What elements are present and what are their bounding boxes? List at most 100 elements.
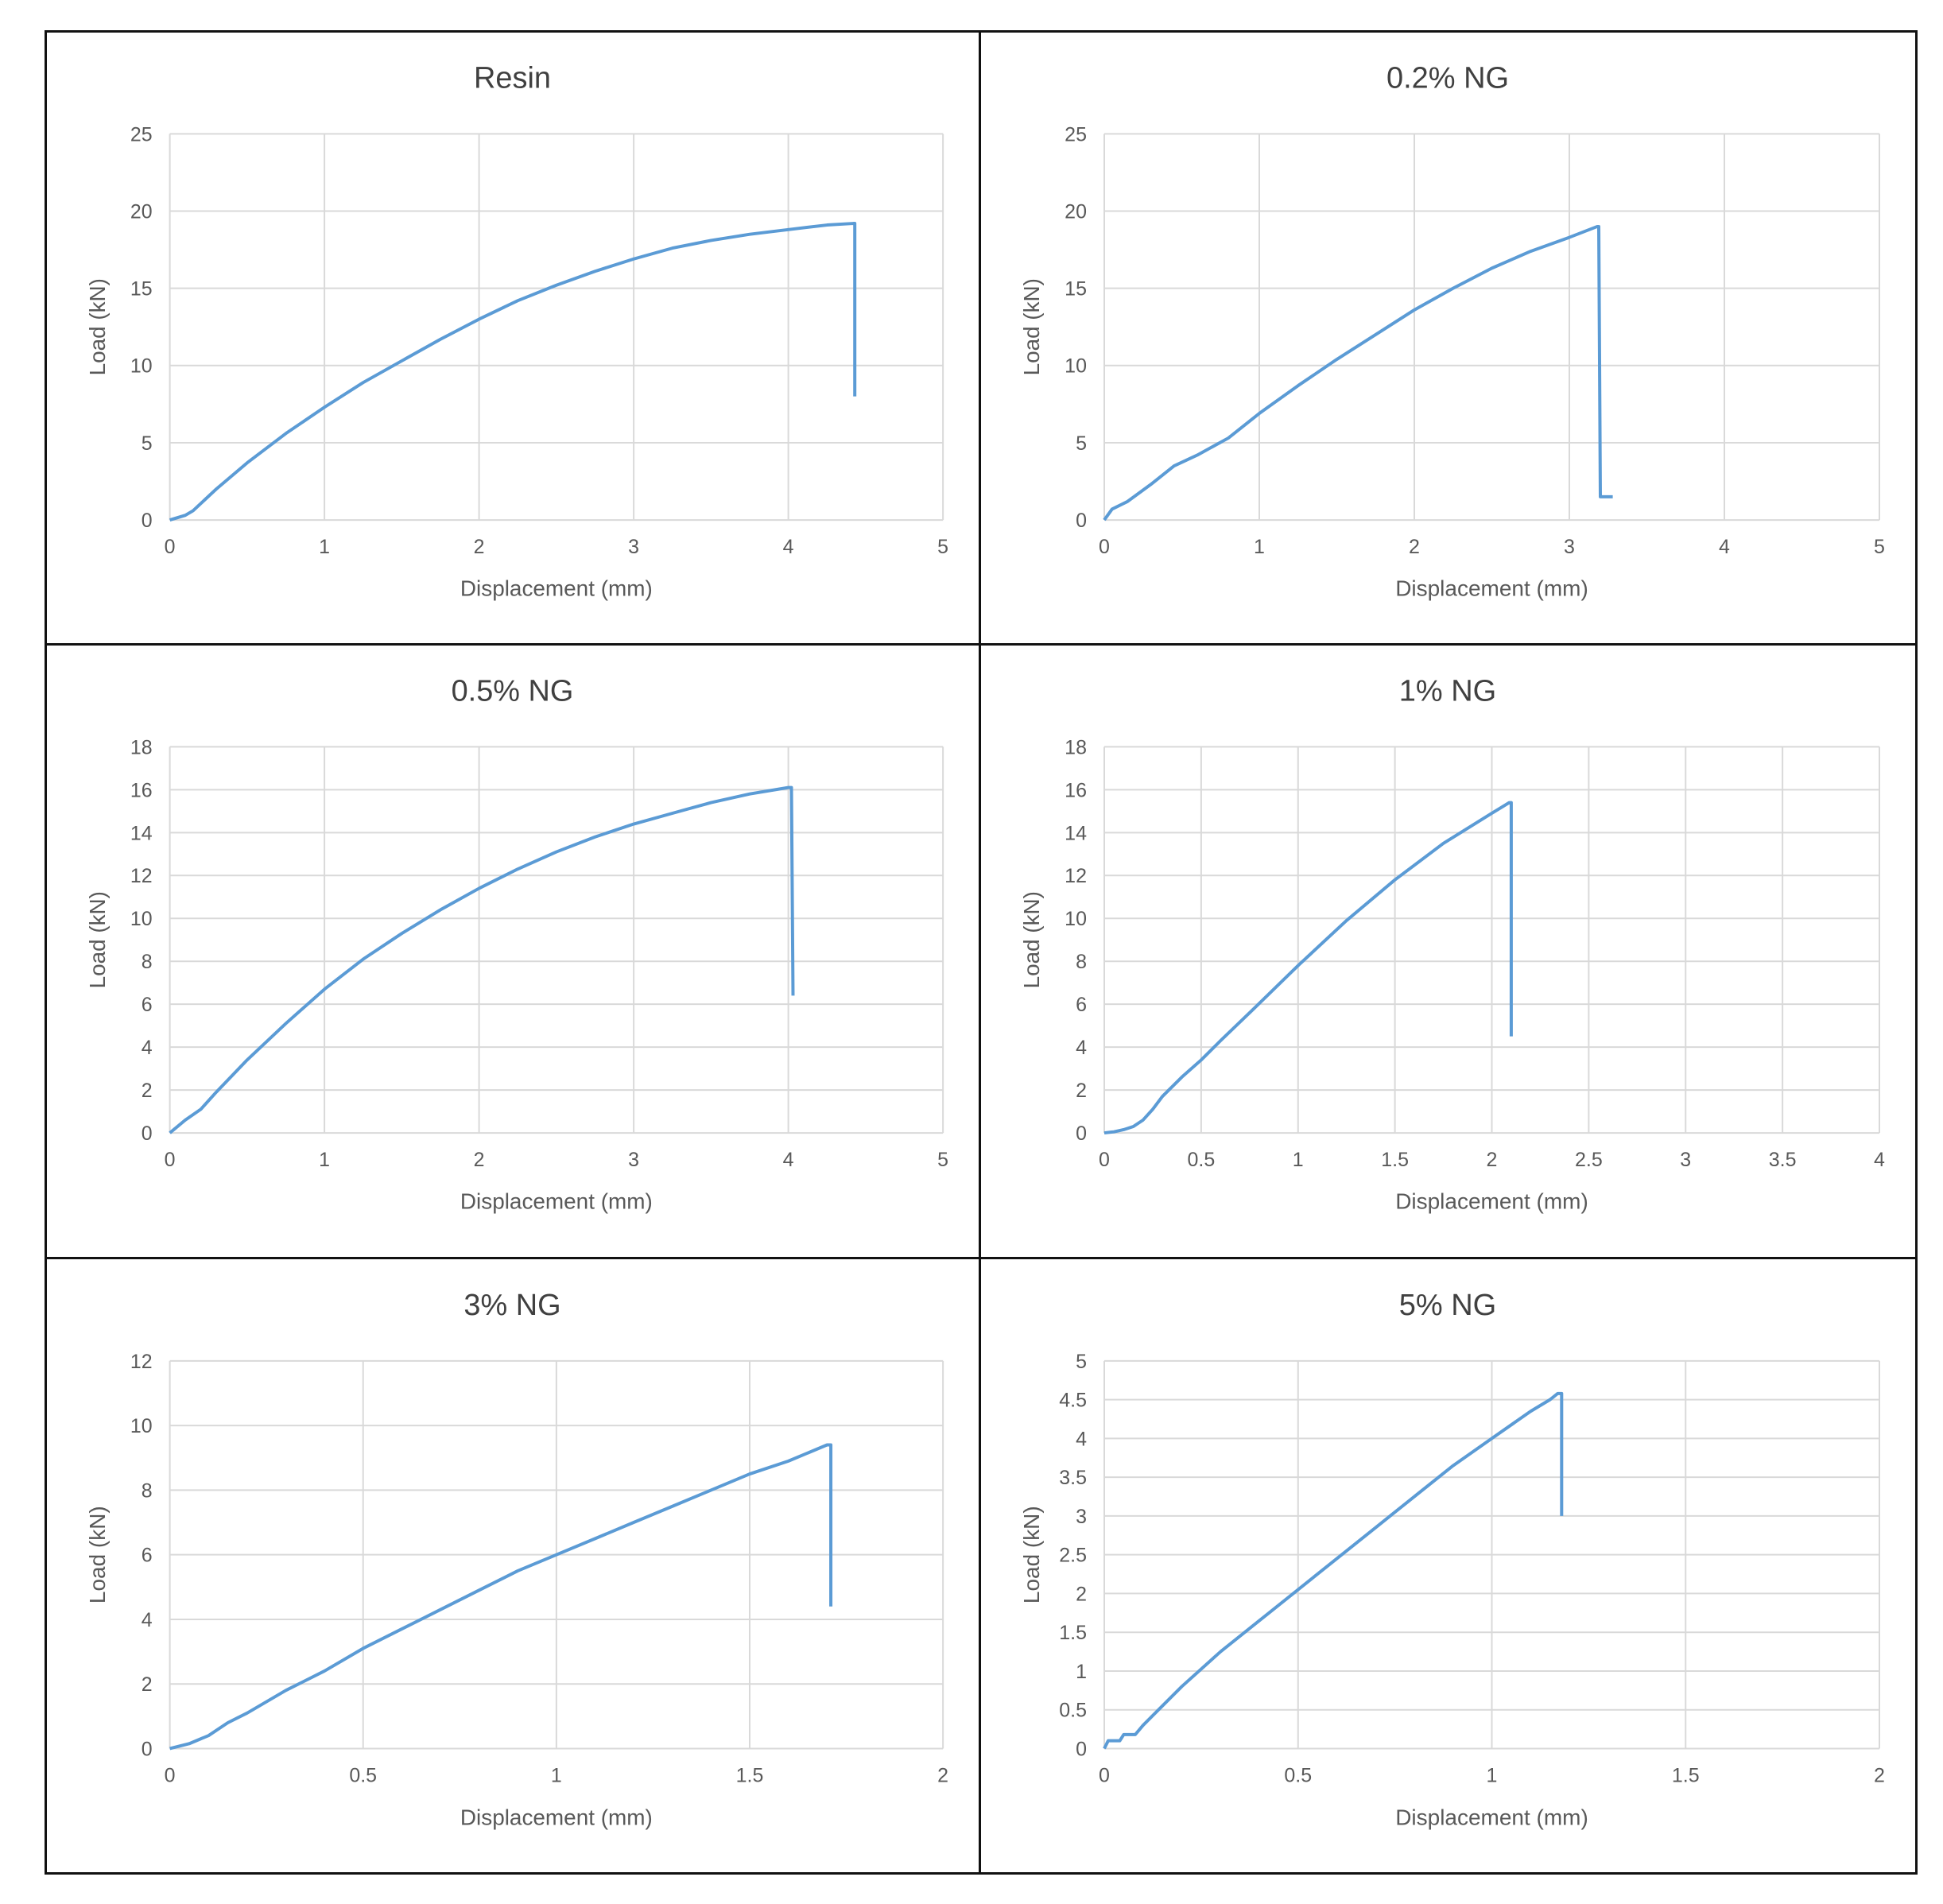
chart-svg: 0 0.5 1 1.5 2 2.5 3 3.5 4 0 2 4 6 8 10 12 14 16 18 1% NG Dis…: [1019, 675, 1885, 1214]
y-tick-label: 10: [130, 909, 153, 931]
x-tick-label: 1.5: [736, 1764, 764, 1786]
chart-title: 3% NG: [463, 1289, 560, 1322]
chart-svg: 0 0.5 1 1.5 2 0 0.5 1 1.5 2 2.5 3 3.5 4 4.5 5 5% NG Displ…: [1019, 1289, 1885, 1829]
chart-panel-0-2-ng: 0 1 2 3 4 5 0 5 10 15 20 25 0.2% NG Displacement (mm)…: [981, 33, 1915, 646]
y-tick-label: 18: [130, 737, 153, 759]
x-tick-label: 3: [1564, 536, 1575, 558]
x-tick-label: 4: [1874, 1149, 1885, 1171]
x-tick-label: 1: [1487, 1764, 1498, 1786]
chart-svg: 0 0.5 1 1.5 2 0 2 4 6 8 10 12 3% NG Displacement (mm)…: [85, 1289, 948, 1829]
x-axis-label: Displacement (mm): [460, 576, 653, 601]
x-tick-label: 3: [628, 1149, 639, 1171]
y-tick-label: 25: [1065, 123, 1087, 145]
y-tick-label: 12: [130, 1351, 153, 1373]
y-tick-label: 0: [1076, 1123, 1087, 1145]
y-tick-label: 8: [142, 1479, 153, 1502]
x-tick-label: 2.5: [1575, 1149, 1603, 1171]
y-tick-label: 18: [1065, 737, 1087, 759]
y-tick-label: 2: [142, 1673, 153, 1696]
x-tick-label: 0: [165, 1764, 176, 1786]
x-tick-label: 0.5: [1284, 1764, 1312, 1786]
series-line: [169, 1443, 833, 1751]
x-axis-label: Displacement (mm): [1395, 576, 1588, 601]
x-axis-label: Displacement (mm): [460, 1805, 653, 1829]
x-tick-label: 1.5: [1381, 1149, 1409, 1171]
chart-panel-1-ng: 0 0.5 1 1.5 2 2.5 3 3.5 4 0 2 4 6 8 10 12 14 16 18 1% NG Dis…: [981, 646, 1915, 1259]
series-line: [169, 785, 795, 1134]
y-axis-label: Load (kN): [85, 278, 110, 375]
x-tick-label: 1.5: [1672, 1764, 1700, 1786]
chart-grid: 0 1 2 3 4 5 0 5 10 15 20 25 Resin Displacement (mm) Lo…: [45, 30, 1918, 1875]
y-tick-label: 4.5: [1059, 1389, 1087, 1411]
chart-title: 1% NG: [1399, 675, 1496, 708]
y-tick-label: 20: [130, 201, 153, 223]
x-tick-label: 4: [783, 536, 794, 558]
chart-title: 5% NG: [1399, 1289, 1496, 1322]
y-tick-label: 16: [1065, 780, 1087, 802]
y-tick-label: 0: [142, 510, 153, 532]
x-tick-label: 1: [319, 536, 330, 558]
y-tick-label: 15: [1065, 278, 1087, 301]
y-tick-label: 6: [142, 994, 153, 1016]
x-tick-label: 1: [1293, 1149, 1304, 1171]
y-tick-label: 6: [142, 1544, 153, 1566]
x-tick-label: 5: [937, 536, 948, 558]
y-tick-label: 5: [1076, 1351, 1087, 1373]
chart-panel-3-ng: 0 0.5 1 1.5 2 0 2 4 6 8 10 12 3% NG Displacement (mm)…: [47, 1258, 981, 1872]
y-axis-label: Load (kN): [85, 1506, 110, 1603]
x-tick-label: 0: [1099, 536, 1110, 558]
y-tick-label: 5: [142, 432, 153, 455]
x-tick-label: 2: [1487, 1149, 1498, 1171]
y-tick-label: 8: [1076, 952, 1087, 974]
x-tick-label: 1: [1254, 536, 1265, 558]
y-tick-label: 3.5: [1059, 1467, 1087, 1489]
x-tick-label: 2: [1874, 1764, 1885, 1786]
y-tick-label: 6: [1076, 995, 1087, 1017]
y-axis-label: Load (kN): [1019, 891, 1044, 988]
y-tick-label: 16: [130, 780, 153, 802]
y-axis-label: Load (kN): [1019, 278, 1044, 375]
y-tick-label: 10: [130, 355, 153, 378]
y-tick-label: 1.5: [1059, 1622, 1087, 1644]
y-tick-label: 4: [1076, 1037, 1087, 1059]
x-tick-label: 2: [474, 536, 485, 558]
y-axis-label: Load (kN): [1019, 1506, 1044, 1603]
x-tick-label: 1: [551, 1764, 562, 1786]
y-tick-label: 15: [130, 278, 153, 301]
x-tick-label: 4: [1719, 536, 1730, 558]
y-tick-label: 10: [1065, 355, 1087, 378]
y-tick-label: 0.5: [1059, 1699, 1087, 1721]
chart-panel-0-5-ng: 0 1 2 3 4 5 0 2 4 6 8 10 12 14 16 18 0.5% NG Displacement…: [47, 646, 981, 1259]
y-axis-label: Load (kN): [85, 891, 110, 988]
x-tick-label: 3: [628, 536, 639, 558]
series-line: [1103, 224, 1613, 522]
x-axis-label: Displacement (mm): [460, 1189, 653, 1214]
y-tick-label: 10: [1065, 909, 1087, 931]
x-tick-label: 0: [165, 1149, 176, 1171]
series-line: [1103, 801, 1513, 1135]
x-tick-label: 2: [937, 1764, 948, 1786]
y-tick-label: 5: [1076, 432, 1087, 455]
y-tick-label: 8: [142, 952, 153, 974]
series-line: [1103, 1391, 1564, 1750]
x-tick-label: 5: [1874, 536, 1885, 558]
y-tick-label: 12: [1065, 866, 1087, 888]
x-tick-label: 0.5: [349, 1764, 377, 1786]
y-tick-label: 2: [1076, 1080, 1087, 1102]
y-tick-label: 20: [1065, 201, 1087, 223]
chart-title: Resin: [474, 62, 551, 95]
x-tick-label: 3.5: [1769, 1149, 1797, 1171]
y-tick-label: 0: [142, 1738, 153, 1760]
y-tick-label: 4: [142, 1609, 153, 1631]
y-tick-label: 2: [142, 1080, 153, 1102]
x-tick-label: 5: [937, 1149, 948, 1171]
x-tick-label: 2: [1409, 536, 1420, 558]
y-tick-label: 3: [1076, 1506, 1087, 1528]
x-tick-label: 0: [1099, 1764, 1110, 1786]
chart-title: 0.5% NG: [452, 675, 574, 708]
x-axis-label: Displacement (mm): [1395, 1189, 1588, 1214]
y-tick-label: 10: [130, 1415, 153, 1437]
series-line: [169, 222, 857, 522]
y-tick-label: 4: [142, 1037, 153, 1059]
